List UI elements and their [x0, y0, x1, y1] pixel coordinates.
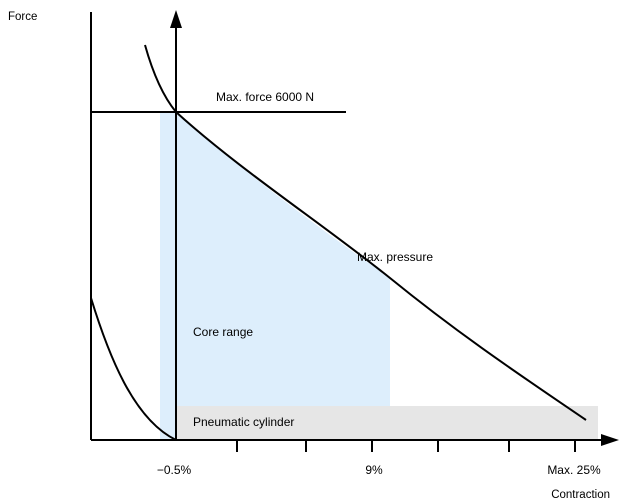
y-axis-label: Force — [8, 11, 37, 23]
core-range-region — [160, 112, 390, 440]
x-axis-label: Contraction — [551, 489, 610, 501]
contraction-axis-arrow — [601, 434, 619, 446]
max-pressure-curve — [144, 44, 587, 421]
tick-label-neg-half: −0.5% — [157, 463, 192, 477]
core-range-label: Core range — [193, 325, 253, 339]
pneumatic-cylinder-region — [176, 406, 598, 440]
tick-label-max: Max. 25% — [547, 463, 601, 477]
max-force-label: Max. force 6000 N — [216, 90, 314, 104]
pneumatic-cylinder-label: Pneumatic cylinder — [193, 415, 294, 429]
max-pressure-label: Max. pressure — [357, 250, 433, 264]
force-axis-arrow — [170, 10, 182, 28]
x-axis-ticks — [236, 440, 576, 452]
tick-label-nine: 9% — [365, 463, 383, 477]
cylinder-curve — [90, 297, 177, 441]
